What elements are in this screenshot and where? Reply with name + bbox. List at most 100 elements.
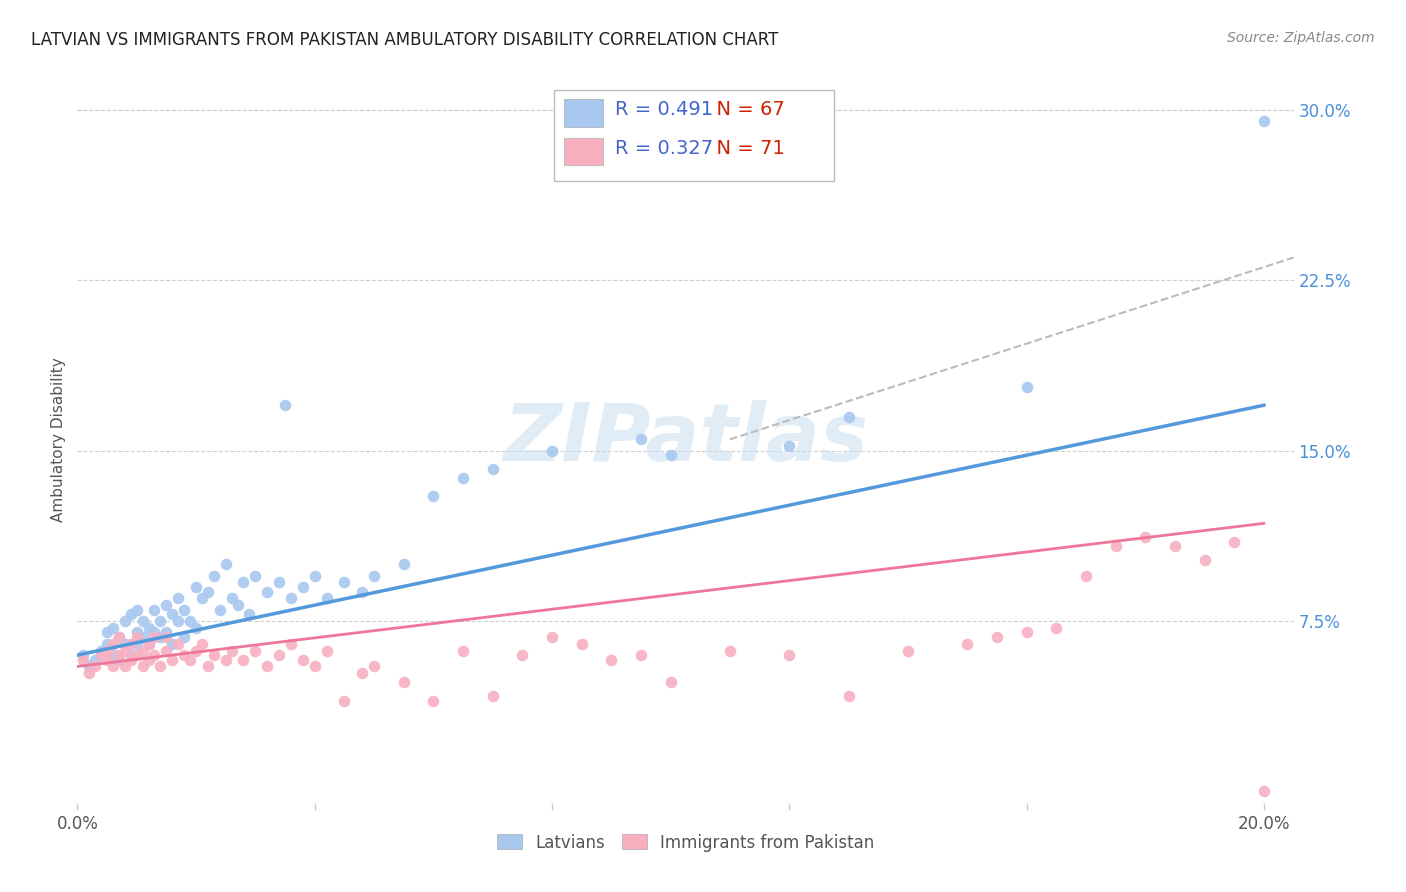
Point xyxy=(96,643,118,657)
Point xyxy=(120,607,142,622)
Point xyxy=(101,648,124,662)
Point xyxy=(392,558,415,572)
Point xyxy=(245,643,267,657)
Point xyxy=(659,448,682,462)
Point xyxy=(173,648,195,662)
Point xyxy=(143,625,166,640)
Point xyxy=(138,621,160,635)
Point xyxy=(422,693,444,707)
Point xyxy=(1045,621,1067,635)
Point xyxy=(114,637,136,651)
Point xyxy=(149,614,172,628)
Point xyxy=(197,584,219,599)
Point xyxy=(221,643,243,657)
Point xyxy=(571,637,593,651)
Point xyxy=(451,471,474,485)
Point xyxy=(600,653,623,667)
Point xyxy=(541,443,564,458)
Point xyxy=(143,648,166,662)
Text: Source: ZipAtlas.com: Source: ZipAtlas.com xyxy=(1227,31,1375,45)
Point xyxy=(84,659,107,673)
Point xyxy=(96,625,118,640)
Point xyxy=(184,580,207,594)
Point xyxy=(179,653,201,667)
Point xyxy=(1194,552,1216,566)
Point xyxy=(90,648,112,662)
Point xyxy=(173,630,195,644)
Point xyxy=(120,648,142,662)
Text: N = 67: N = 67 xyxy=(703,101,785,120)
Point xyxy=(143,603,166,617)
Point xyxy=(125,625,148,640)
Point xyxy=(256,584,278,599)
Point xyxy=(149,630,172,644)
Point xyxy=(267,648,290,662)
Point xyxy=(1104,539,1126,553)
Point xyxy=(221,591,243,606)
Point xyxy=(291,580,314,594)
Point xyxy=(315,643,337,657)
Point xyxy=(202,568,225,582)
Point xyxy=(191,637,214,651)
Bar xyxy=(564,99,603,127)
Point xyxy=(718,643,741,657)
Point xyxy=(659,675,682,690)
Text: ZIPatlas: ZIPatlas xyxy=(503,401,868,478)
Point xyxy=(541,630,564,644)
Point xyxy=(162,607,184,622)
Point xyxy=(986,630,1008,644)
Point xyxy=(214,653,236,667)
Point xyxy=(630,648,652,662)
Point xyxy=(125,603,148,617)
Point xyxy=(1015,380,1038,394)
Point xyxy=(184,621,207,635)
Point xyxy=(238,607,260,622)
Point xyxy=(108,630,131,644)
Point xyxy=(304,659,326,673)
Bar xyxy=(564,137,603,165)
Point xyxy=(167,614,190,628)
Point xyxy=(162,637,184,651)
Point xyxy=(120,637,142,651)
Point xyxy=(256,659,278,673)
Point xyxy=(131,659,153,673)
Point xyxy=(131,614,153,628)
Point xyxy=(232,575,254,590)
Point xyxy=(184,643,207,657)
Point xyxy=(1253,784,1275,798)
Point xyxy=(481,689,503,703)
Point xyxy=(108,630,131,644)
Point xyxy=(114,614,136,628)
Point xyxy=(90,643,112,657)
Point xyxy=(1015,625,1038,640)
Point xyxy=(208,603,231,617)
Point xyxy=(138,653,160,667)
Point xyxy=(191,591,214,606)
Point xyxy=(72,648,94,662)
Point xyxy=(1074,568,1097,582)
Point xyxy=(304,568,326,582)
Point xyxy=(897,643,920,657)
Point xyxy=(245,568,267,582)
Point xyxy=(333,575,356,590)
Point xyxy=(162,653,184,667)
Point xyxy=(778,648,800,662)
Point xyxy=(131,630,153,644)
Point xyxy=(291,653,314,667)
Point xyxy=(422,489,444,503)
Y-axis label: Ambulatory Disability: Ambulatory Disability xyxy=(51,357,66,522)
Point xyxy=(1253,114,1275,128)
Text: N = 71: N = 71 xyxy=(703,139,785,158)
Point xyxy=(352,584,374,599)
Point xyxy=(1223,534,1246,549)
Point xyxy=(352,666,374,681)
Point xyxy=(202,648,225,662)
Point xyxy=(956,637,979,651)
Point xyxy=(77,659,100,673)
Text: LATVIAN VS IMMIGRANTS FROM PAKISTAN AMBULATORY DISABILITY CORRELATION CHART: LATVIAN VS IMMIGRANTS FROM PAKISTAN AMBU… xyxy=(31,31,779,49)
Point xyxy=(101,637,124,651)
Point xyxy=(838,689,860,703)
Point xyxy=(226,598,249,612)
Point xyxy=(451,643,474,657)
Point xyxy=(138,637,160,651)
